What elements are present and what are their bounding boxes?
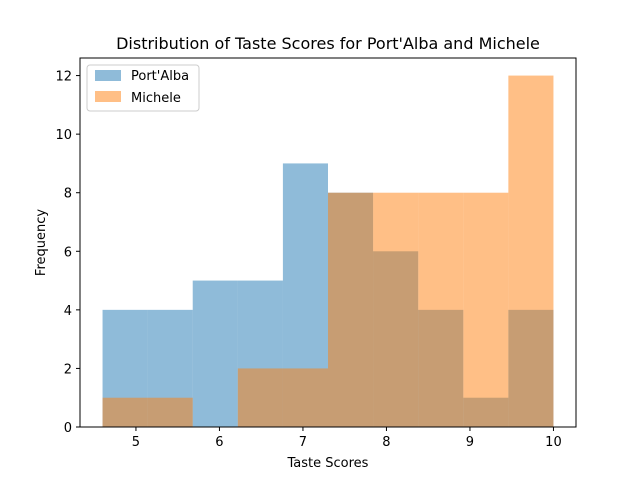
axes-layer — [79, 57, 577, 428]
legend-swatch-michele — [95, 91, 121, 102]
bar-michele-3 — [237, 368, 283, 427]
legend-label-portalba: Port'Alba — [131, 69, 189, 84]
bar-michele-4 — [282, 368, 328, 427]
bar-michele-1 — [147, 397, 193, 427]
x-ticks: 5 6 7 8 9 10 — [132, 427, 562, 450]
y-axis-label: Frequency — [34, 209, 49, 276]
legend-label-michele: Michele — [131, 91, 181, 106]
y-ticks: 0 2 4 6 8 10 12 — [55, 70, 80, 436]
bar-portalba-2 — [192, 280, 238, 427]
chart-title: Distribution of Taste Scores for Port'Al… — [116, 34, 540, 53]
legend: Port'Alba Michele — [86, 64, 200, 112]
x-tick-label: 8 — [382, 435, 390, 450]
y-tick-label: 0 — [64, 421, 72, 436]
bar-michele-7 — [418, 192, 464, 427]
x-tick-label: 5 — [132, 435, 140, 450]
y-tick-label: 6 — [64, 245, 72, 260]
x-tick-label: 9 — [466, 435, 474, 450]
y-tick-label: 8 — [64, 187, 72, 202]
legend-swatch-portalba — [95, 70, 121, 81]
x-tick-label: 6 — [215, 435, 223, 450]
bar-michele-8 — [463, 192, 509, 427]
bar-michele-0 — [102, 397, 148, 427]
x-tick-label: 10 — [545, 435, 562, 450]
bar-michele-9 — [508, 75, 554, 428]
y-tick-label: 4 — [64, 304, 72, 319]
x-axis-label: Taste Scores — [287, 456, 369, 471]
bar-michele-6 — [373, 192, 419, 427]
y-tick-label: 12 — [55, 70, 72, 85]
bars-layer — [102, 75, 554, 428]
bar-michele-5 — [328, 192, 374, 427]
y-tick-label: 10 — [55, 128, 72, 143]
x-tick-label: 7 — [299, 435, 307, 450]
plot-frame — [79, 57, 577, 428]
y-tick-label: 2 — [64, 362, 72, 377]
